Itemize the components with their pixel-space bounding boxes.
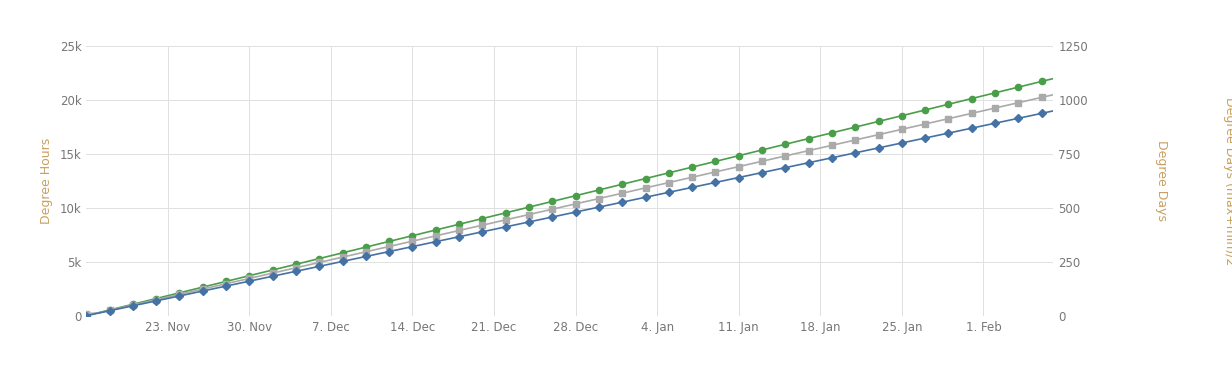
Y-axis label: Degree Days: Degree Days (1154, 141, 1168, 221)
Y-axis label: Degree Hours: Degree Hours (39, 138, 53, 224)
Text: Degree Days (max+min)/2: Degree Days (max+min)/2 (1223, 97, 1232, 265)
